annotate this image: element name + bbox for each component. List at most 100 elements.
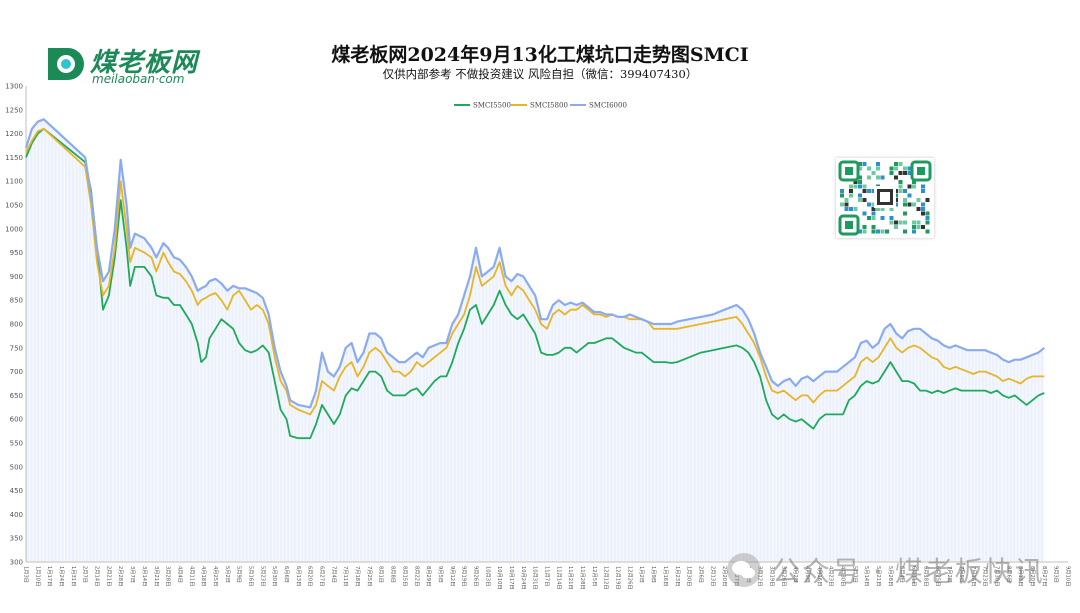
x-tick-label: 2月7日	[82, 566, 89, 583]
x-tick-label: 2月20日	[721, 566, 728, 586]
y-tick-label: 1000	[5, 225, 23, 233]
x-tick-label: 3月21日	[153, 566, 160, 586]
x-tick-label: 12月19日	[615, 566, 622, 590]
y-tick-label: 700	[10, 368, 23, 376]
x-tick-label: 8月6日	[1005, 566, 1012, 583]
legend: SMCI5500 SMCI5800 SMCI6000	[454, 102, 627, 110]
x-tick-label: 6月25日	[934, 566, 941, 586]
y-tick-label: 600	[10, 416, 23, 424]
x-tick-label: 10月3日	[484, 566, 491, 586]
x-tick-label: 7月11日	[342, 566, 349, 586]
chart-subtitle: 仅供内部参考 不做投资建议 风险自担（微信：399407430）	[382, 67, 698, 81]
x-tick-label: 8月20日	[1029, 566, 1036, 586]
x-tick-label: 10月17日	[508, 566, 515, 590]
x-tick-label: 5月23日	[259, 566, 266, 586]
y-tick-label: 950	[10, 249, 23, 257]
x-tick-label: 1月16日	[662, 566, 669, 586]
y-tick-label: 800	[10, 321, 23, 329]
qr-code[interactable]	[836, 158, 934, 238]
x-tick-label: 9月3日	[1053, 566, 1060, 583]
x-tick-label: 12月26日	[626, 566, 633, 590]
x-tick-label: 5月7日	[851, 566, 858, 583]
x-tick-label: 5月2日	[224, 566, 231, 583]
y-tick-label: 850	[10, 297, 23, 305]
x-tick-label: 8月27日	[1041, 566, 1048, 586]
x-tick-label: 11月14日	[555, 566, 562, 590]
x-tick-label: 11月7日	[544, 566, 551, 586]
x-tick-label: 9月26日	[473, 566, 480, 586]
wechat-icon	[727, 553, 761, 587]
x-tick-label: 4月25日	[212, 566, 219, 586]
logo: 煤老板网 meilaoban·com	[40, 42, 230, 90]
x-tick-label: 1月17日	[46, 566, 53, 586]
x-tick-label: 3月7日	[129, 566, 136, 583]
x-tick-label: 11月21日	[567, 566, 574, 590]
watermark-text: 公众号 · 煤老板快讯	[772, 555, 1045, 588]
x-tick-label: 12月12日	[603, 566, 610, 590]
axis-layer: 300 350 400 450 500 550 600 650 700 750 800 850 900 9…	[5, 83, 1071, 590]
x-tick-label: 5月16日	[248, 566, 255, 586]
x-tick-label: 5月30日	[271, 566, 278, 586]
x-tick-label: 3月12日	[757, 566, 764, 586]
x-tick-label: 5月21日	[875, 566, 882, 586]
y-tick-label: 1100	[5, 178, 23, 186]
x-tick-label: 2月14日	[94, 566, 101, 586]
series-line-SMCI5500	[25, 127, 1045, 440]
x-tick-label: 9月19日	[461, 566, 468, 586]
x-tick-label: 10月10日	[496, 566, 503, 590]
x-tick-label: 7月9日	[958, 566, 965, 583]
x-tick-label: 1月2日	[638, 566, 645, 583]
y-tick-label: 1300	[5, 83, 23, 91]
x-tick-label: 3月28日	[165, 566, 172, 586]
y-tick-label: 1200	[5, 130, 23, 138]
x-tick-label: 4月2日	[792, 566, 799, 583]
x-tick-label: 1月24日	[58, 566, 65, 586]
legend-label: SMCI5800	[530, 102, 568, 110]
x-tick-label: 3月26日	[780, 566, 787, 586]
y-tick-label: 750	[10, 344, 23, 352]
x-tick-label: 6月4日	[899, 566, 906, 583]
x-tick-label: 9月5日	[437, 566, 444, 583]
x-tick-label: 1月9日	[650, 566, 657, 583]
y-tick-label: 1250	[5, 106, 23, 114]
series-line-SMCI6000	[24, 118, 1045, 409]
y-tick-label: 1150	[5, 154, 23, 162]
line-layer	[24, 118, 1045, 440]
x-tick-label: 1月31日	[70, 566, 77, 586]
x-tick-label: 7月4日	[330, 566, 337, 583]
x-tick-label: 3月19日	[769, 566, 776, 586]
x-tick-label: 1月23日	[674, 566, 681, 586]
x-tick-label: 6月6日	[283, 566, 290, 583]
x-tick-label: 5月14日	[863, 566, 870, 586]
x-tick-label: 3月14日	[141, 566, 148, 586]
x-tick-label: 7月18日	[354, 566, 361, 586]
x-tick-label: 1月30日	[686, 566, 693, 586]
x-tick-label: 10月31日	[532, 566, 539, 590]
x-tick-label: 8月13日	[1017, 566, 1024, 586]
x-tick-label: 2月21日	[105, 566, 112, 586]
x-tick-label: 9月12日	[449, 566, 456, 586]
x-tick-label: 6月18日	[922, 566, 929, 586]
logo-url: meilaoban·com	[92, 72, 185, 86]
x-tick-label: 4月11日	[188, 566, 195, 586]
x-tick-label: 6月11日	[911, 566, 918, 586]
x-tick-label: 7月25日	[366, 566, 373, 586]
x-tick-label: 8月1日	[378, 566, 385, 583]
x-tick-label: 8月8日	[390, 566, 397, 583]
y-tick-label: 450	[10, 487, 23, 495]
y-tick-label: 500	[10, 463, 23, 471]
x-tick-label: 7月16日	[970, 566, 977, 586]
x-tick-label: 4月23日	[828, 566, 835, 586]
x-tick-label: 5月9日	[236, 566, 243, 583]
logo-text: 煤老板网	[90, 48, 199, 78]
x-tick-label: 6月13日	[295, 566, 302, 586]
y-tick-label: 400	[10, 511, 23, 519]
x-tick-label: 11月28日	[579, 566, 586, 590]
x-tick-label: 6月27日	[319, 566, 326, 586]
logo-mark-icon	[48, 48, 84, 80]
x-tick-label: 7月23日	[982, 566, 989, 586]
x-tick-label: 10月24日	[520, 566, 527, 590]
chart-title: 煤老板网2024年9月13化工煤坑口走势图SMCI	[331, 44, 749, 66]
y-tick-label: 550	[10, 440, 23, 448]
y-tick-label: 650	[10, 392, 23, 400]
